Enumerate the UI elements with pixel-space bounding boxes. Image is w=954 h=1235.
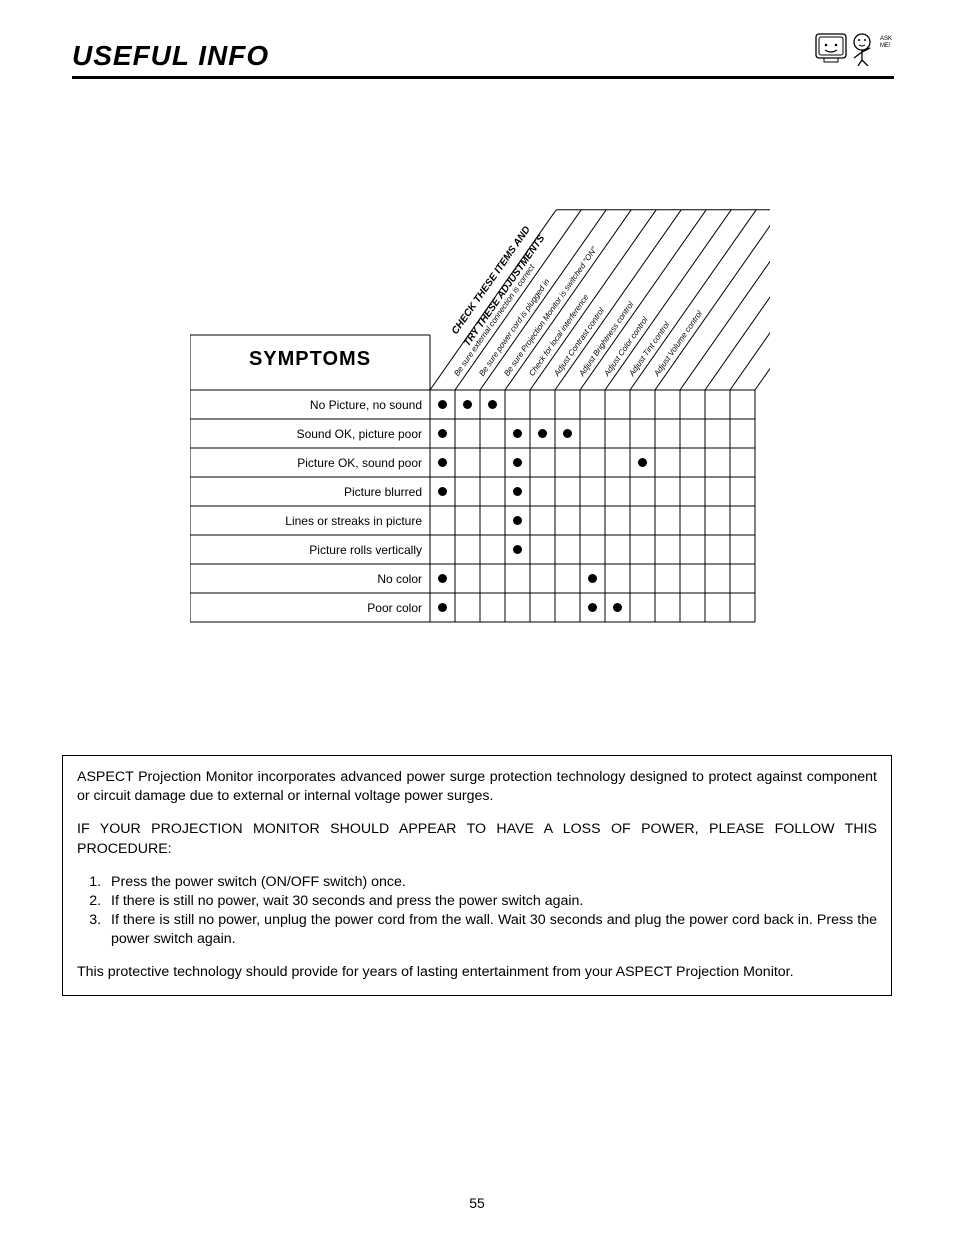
svg-text:ME!: ME!	[880, 43, 891, 49]
chart-dot	[613, 603, 622, 612]
info-p2: IF YOUR PROJECTION MONITOR SHOULD APPEAR…	[77, 820, 877, 858]
title-rule	[72, 76, 894, 79]
info-steps: Press the power switch (ON/OFF switch) o…	[77, 873, 877, 950]
chart-row-label: Sound OK, picture poor	[297, 427, 422, 441]
ask-me-icon: ASK ME!	[814, 28, 894, 66]
chart-row-label: Poor color	[367, 601, 422, 615]
info-box: ASPECT Projection Monitor incorporates a…	[62, 755, 892, 996]
chart-dot	[438, 400, 447, 409]
chart-dot	[538, 429, 547, 438]
chart-dot	[513, 429, 522, 438]
info-step: If there is still no power, wait 30 seco…	[105, 892, 877, 911]
chart-row-label: Picture OK, sound poor	[297, 456, 422, 470]
symptoms-heading: SYMPTOMS	[190, 348, 430, 371]
info-p3: This protective technology should provid…	[77, 963, 877, 982]
page-number: 55	[0, 1195, 954, 1211]
chart-row-label: Picture blurred	[344, 485, 422, 499]
chart-svg: CHECK THESE ITEMS ANDTRY THESE ADJUSTMEN…	[190, 180, 770, 630]
chart-dot	[438, 574, 447, 583]
chart-dot	[513, 516, 522, 525]
page: USEFUL INFO ASK ME! SYMPTOMS CHECK THESE…	[0, 0, 954, 1235]
chart-dot	[438, 603, 447, 612]
chart-dot	[513, 458, 522, 467]
chart-dot	[438, 458, 447, 467]
page-title: USEFUL INFO	[72, 40, 894, 72]
chart-column-label: Adjust Volume control	[652, 309, 705, 379]
chart-dot	[438, 487, 447, 496]
chart-dot	[463, 400, 472, 409]
chart-dot	[513, 487, 522, 496]
info-step: If there is still no power, unplug the p…	[105, 911, 877, 949]
chart-dot	[513, 545, 522, 554]
chart-dot	[438, 429, 447, 438]
troubleshoot-chart: SYMPTOMS CHECK THESE ITEMS ANDTRY THESE …	[190, 180, 770, 620]
chart-dot	[588, 603, 597, 612]
info-p1: ASPECT Projection Monitor incorporates a…	[77, 768, 877, 806]
info-step: Press the power switch (ON/OFF switch) o…	[105, 873, 877, 892]
chart-row-label: Picture rolls vertically	[309, 543, 422, 557]
chart-dot	[588, 574, 597, 583]
chart-dot	[563, 429, 572, 438]
ask-me-label: ASK	[880, 36, 892, 42]
chart-row-label: No color	[377, 572, 422, 586]
page-header: USEFUL INFO	[72, 40, 894, 79]
chart-dot	[638, 458, 647, 467]
chart-dot	[488, 400, 497, 409]
chart-row-label: Lines or streaks in picture	[285, 514, 422, 528]
chart-row-label: No Picture, no sound	[310, 398, 422, 412]
